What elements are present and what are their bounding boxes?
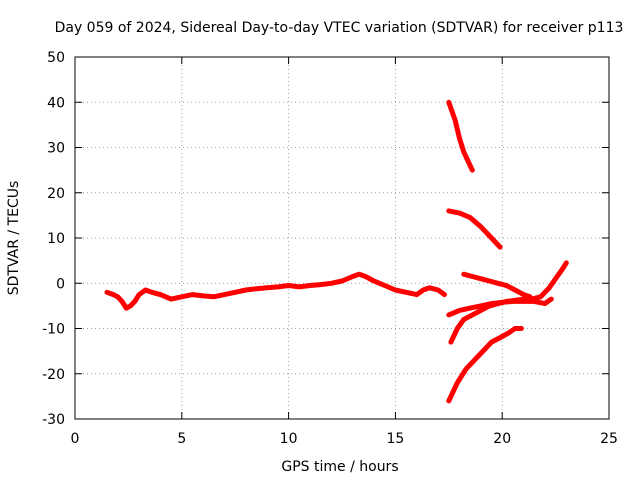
x-tick-label: 20: [493, 431, 511, 447]
y-tick-label: -20: [42, 367, 65, 383]
x-tick-label: 5: [177, 431, 186, 447]
x-tick-label: 25: [600, 431, 618, 447]
y-tick-label: 40: [47, 95, 65, 111]
y-tick-labels: -30 -20 -10 0 10 20 30 40 50: [42, 50, 609, 428]
y-tick-label: 30: [47, 141, 65, 157]
y-tick-label: 0: [56, 276, 65, 292]
y-tick-label: -10: [42, 322, 65, 338]
series-line-6: [446, 296, 554, 318]
x-axis-label: GPS time / hours: [281, 459, 398, 475]
x-tick-label: 0: [71, 431, 80, 447]
x-tick-label: 10: [280, 431, 298, 447]
x-tick-label: 15: [386, 431, 404, 447]
series-group: [104, 99, 569, 404]
series-line-2: [446, 99, 475, 173]
x-tick-labels: 0 5 10 15 20 25: [71, 57, 618, 447]
y-axis-label: SDTVAR / TECUs: [6, 181, 22, 296]
series-line-1: [104, 271, 447, 311]
series-line-7: [461, 271, 533, 300]
grid: [75, 57, 609, 419]
y-tick-label: 20: [47, 186, 65, 202]
y-tick-label: 50: [47, 50, 65, 66]
series-line-3: [446, 208, 503, 250]
y-tick-label: 10: [47, 231, 65, 247]
y-tick-label: -30: [42, 412, 65, 428]
series-line-4: [446, 326, 524, 404]
chart-title: Day 059 of 2024, Sidereal Day-to-day VTE…: [55, 20, 624, 36]
